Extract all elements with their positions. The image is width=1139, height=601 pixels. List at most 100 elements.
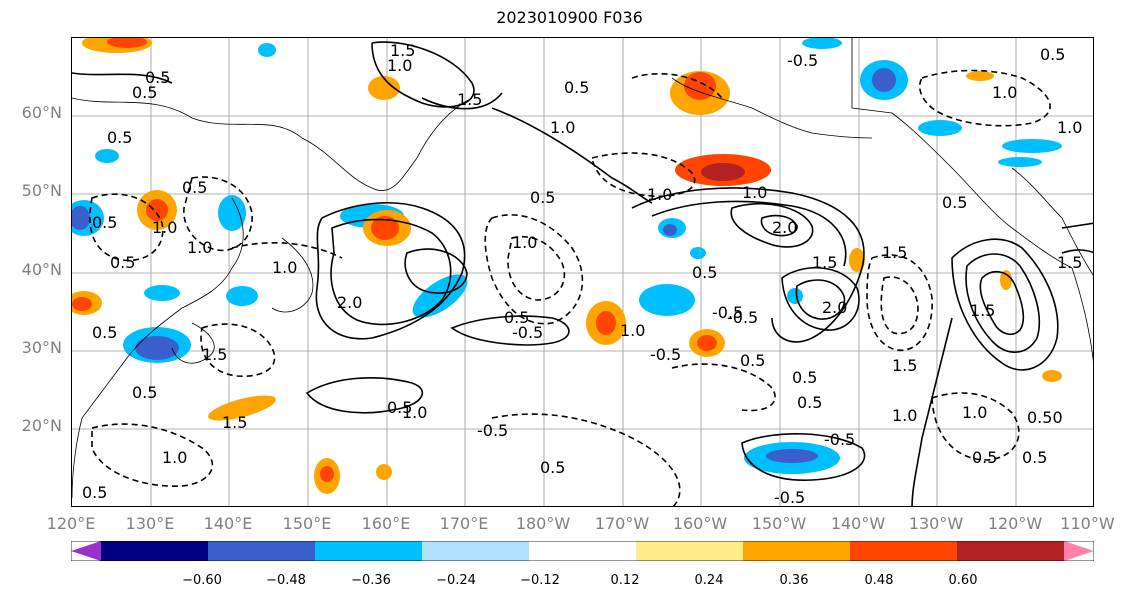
contour-label: 1.0 <box>187 238 212 257</box>
contour-label: 1.5 <box>457 90 482 109</box>
contour-label: 1.0 <box>550 118 575 137</box>
colorbar-segments <box>71 541 1094 561</box>
contour-label: 1.0 <box>387 56 412 75</box>
lon-label: 150°E <box>282 514 332 533</box>
lon-label: 170°E <box>439 514 489 533</box>
colorbar-segment <box>529 541 637 561</box>
contour-label: 0.5 <box>110 253 135 272</box>
contour-label: 1.0 <box>272 258 297 277</box>
colorbar-segment <box>636 541 744 561</box>
contour-label: 0.5 <box>740 351 765 370</box>
contour-label: 1.5 <box>812 253 837 272</box>
colorbar-tick: −0.60 <box>182 573 222 588</box>
contour-label: 0.5 <box>564 78 589 97</box>
contour-label: 2.0 <box>822 298 847 317</box>
colorbar-tick: 0.48 <box>864 573 894 588</box>
contour-label: 1.0 <box>892 406 917 425</box>
lat-label: 30°N <box>21 338 62 357</box>
colorbar-segment <box>208 541 316 561</box>
contour-label: 0.5 <box>82 483 107 502</box>
contour-labels: 1.5 1.0 0.5 1.5 1.0 -0.5 0.5 0.5 0.5 1.0… <box>82 41 1082 507</box>
colorbar-tick: 0.24 <box>694 573 724 588</box>
colorbar-segment <box>315 541 423 561</box>
gridlines <box>72 38 1093 506</box>
contour-label: 1.0 <box>620 321 645 340</box>
coastlines <box>72 38 1093 499</box>
lon-label: 170°W <box>594 514 650 533</box>
lon-label: 140°W <box>830 514 886 533</box>
colorbar-tick: 0.12 <box>610 573 640 588</box>
contour-label: 0.5 <box>1040 45 1065 64</box>
shaded-anomalies <box>72 38 1062 494</box>
contour-label: -0.5 <box>727 308 758 327</box>
colorbar-segment <box>71 541 101 561</box>
lat-label: 60°N <box>21 103 62 122</box>
contour-label: 1.0 <box>402 403 427 422</box>
lon-label: 120°E <box>46 514 96 533</box>
contour-label: 0.5 <box>504 308 529 327</box>
lon-label: 130°W <box>908 514 964 533</box>
contour-label: 2.0 <box>337 293 362 312</box>
contour-label: 1.0 <box>152 218 177 237</box>
colorbar-segment <box>1064 541 1094 561</box>
contour-label: 0.5 <box>182 178 207 197</box>
lat-label: 20°N <box>21 416 62 435</box>
colorbar <box>71 541 1094 561</box>
colorbar-tick: −0.48 <box>266 573 306 588</box>
contour-label: 1.0 <box>962 403 987 422</box>
contour-label: 0.5 <box>387 398 412 417</box>
contour-label: 0.50 <box>1027 408 1063 427</box>
contour-label: 1.0 <box>512 233 537 252</box>
contour-label: 0.5 <box>92 323 117 342</box>
map-plot-area: 1.5 1.0 0.5 1.5 1.0 -0.5 0.5 0.5 0.5 1.0… <box>71 37 1094 507</box>
lon-label: 180°W <box>515 514 571 533</box>
contour-label: 1.5 <box>892 356 917 375</box>
contour-label: 1.0 <box>992 83 1017 102</box>
contour-label: 1.0 <box>742 183 767 202</box>
contour-label: 1.0 <box>1057 118 1082 137</box>
lon-label: 160°W <box>672 514 728 533</box>
contour-label: 0.5 <box>132 83 157 102</box>
contour-label: 1.5 <box>1057 253 1082 272</box>
lat-label: 50°N <box>21 181 62 200</box>
contour-label: 2.0 <box>772 218 797 237</box>
contour-label: 0.5 <box>92 213 117 232</box>
contour-label: 1.5 <box>390 41 415 60</box>
lon-label: 110°W <box>1060 514 1115 533</box>
contour-label: -0.5 <box>824 430 855 449</box>
colorbar-tick: 0.60 <box>948 573 978 588</box>
contour-label: 0.5 <box>132 383 157 402</box>
contour-label: 1.0 <box>647 185 672 204</box>
colorbar-segment <box>850 541 958 561</box>
colorbar-segment <box>422 541 530 561</box>
colorbar-segment <box>743 541 851 561</box>
contour-label: 1.5 <box>970 301 995 320</box>
contour-label: 0.5 <box>942 193 967 212</box>
negative-contours <box>89 69 1051 506</box>
lat-label: 40°N <box>21 260 62 279</box>
lon-label: 130°E <box>125 514 175 533</box>
contour-label: 0.5 <box>792 368 817 387</box>
contour-label: 0.5 <box>692 263 717 282</box>
contour-label: 0.5 <box>145 68 170 87</box>
contour-label: 1.5 <box>222 413 247 432</box>
map-title: 2023010900 F036 <box>496 8 643 27</box>
contour-label: -0.5 <box>774 488 805 507</box>
lon-label: 150°W <box>751 514 807 533</box>
colorbar-tick: −0.24 <box>436 573 476 588</box>
contour-label: -0.5 <box>477 421 508 440</box>
contour-label: -0.5 <box>512 323 543 342</box>
contour-label: 1.5 <box>202 345 227 364</box>
colorbar-segment <box>957 541 1065 561</box>
lon-label: 140°E <box>203 514 253 533</box>
contour-label: 0.5 <box>797 393 822 412</box>
contour-label: 0.5 <box>1022 448 1047 467</box>
colorbar-tick: −0.36 <box>351 573 391 588</box>
colorbar-segment <box>101 541 209 561</box>
contours <box>72 41 1093 506</box>
lon-label: 160°E <box>361 514 411 533</box>
contour-label: 0.5 <box>540 458 565 477</box>
lon-label: 120°W <box>987 514 1043 533</box>
contour-label: 0.5 <box>972 448 997 467</box>
contour-label: -0.5 <box>787 51 818 70</box>
